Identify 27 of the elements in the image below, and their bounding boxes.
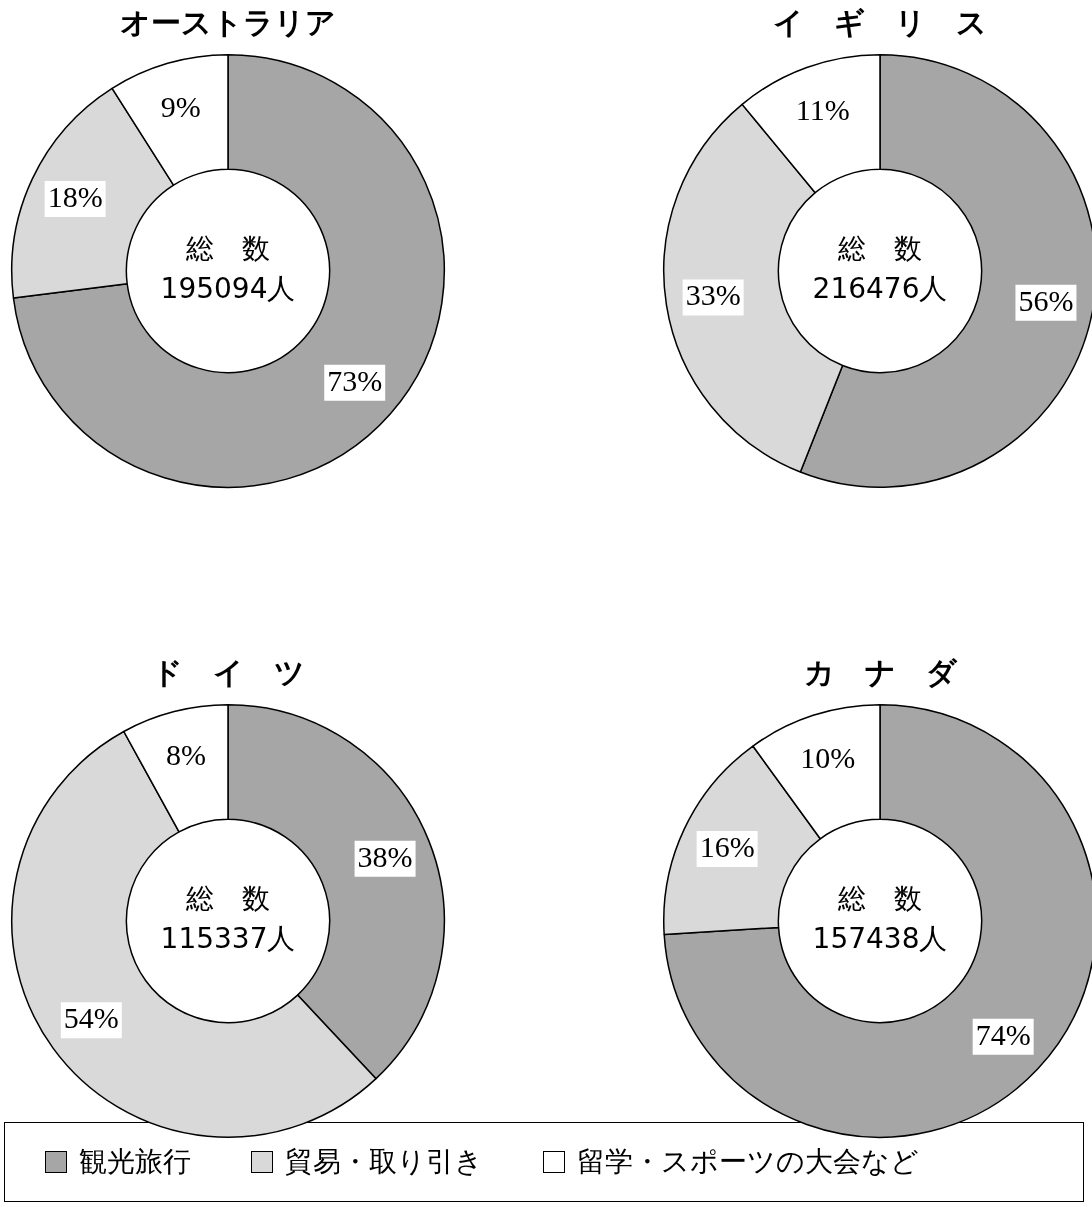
data-label: 10% — [800, 741, 856, 775]
text: 総 数 — [837, 882, 922, 916]
chart-title: イ ギ リ ス — [772, 4, 988, 42]
data-label: 73% — [327, 363, 383, 397]
chart-title: カ ナ ダ — [802, 654, 958, 692]
chart-title: ド イ ツ — [150, 654, 306, 692]
data-label: 33% — [685, 278, 741, 312]
legend-label: 留学・スポーツの大会など — [577, 1144, 919, 1180]
data-label: 38% — [357, 839, 413, 873]
legend-label: 貿易・取り引き — [285, 1144, 483, 1180]
data-label: 9% — [160, 89, 201, 123]
text: 総 数 — [185, 882, 270, 916]
text: 195094人 — [160, 272, 296, 306]
data-label: 16% — [699, 829, 755, 863]
data-label: 8% — [165, 738, 206, 772]
text: 216476人 — [812, 272, 948, 306]
data-label: 18% — [47, 179, 103, 213]
chart-title: オーストラリア — [119, 4, 337, 42]
data-label: 56% — [1018, 283, 1074, 317]
text: 総 数 — [837, 232, 922, 266]
data-label: 74% — [975, 1017, 1031, 1051]
text: 157438人 — [812, 922, 948, 956]
data-label: 54% — [63, 1001, 119, 1035]
legend-label: 観光旅行 — [79, 1144, 191, 1180]
text: 総 数 — [185, 232, 270, 266]
text: 115337人 — [160, 922, 296, 956]
data-label: 11% — [795, 92, 850, 126]
